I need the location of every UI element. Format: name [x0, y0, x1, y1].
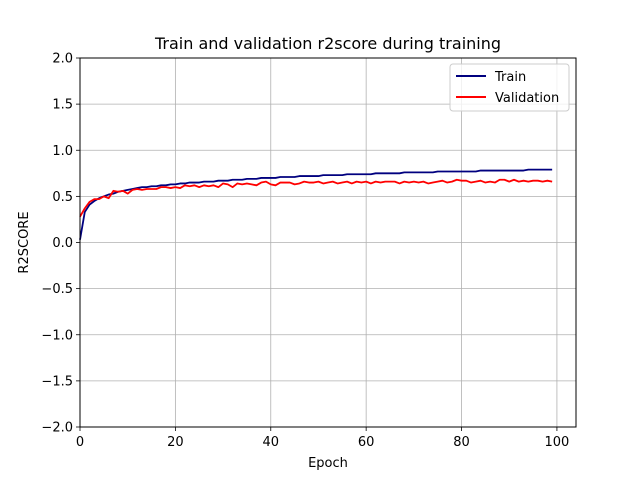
- y-tick-label: −1.5: [41, 374, 73, 389]
- x-axis-label: Epoch: [308, 456, 348, 471]
- x-tick-label: 0: [76, 435, 84, 450]
- y-tick-label: 0.5: [52, 190, 73, 205]
- x-tick-label: 100: [545, 435, 570, 450]
- y-tick-label: −2.0: [41, 421, 73, 436]
- chart-title: Train and validation r2score during trai…: [154, 34, 501, 53]
- y-axis-label: R2SCORE: [17, 211, 32, 273]
- x-tick-label: 80: [453, 435, 470, 450]
- series-layer: [79, 168, 553, 240]
- y-tick-label: −1.0: [41, 328, 73, 343]
- legend-label-validation: Validation: [495, 91, 559, 106]
- y-tick-label: 1.5: [52, 98, 73, 113]
- y-tick-label: −0.5: [41, 282, 73, 297]
- legend-label-train: Train: [494, 70, 526, 85]
- legend: Train Validation: [449, 63, 570, 112]
- y-tick-label: 1.0: [52, 144, 73, 159]
- y-tick-label: 0.0: [52, 236, 73, 251]
- x-tick-label: 60: [358, 435, 375, 450]
- axis-ticks: 0 20 40 60 80 100 −2.0 −1.5 −1.0 −0.5 0.0 0.5 1.0 1.5…: [41, 52, 569, 451]
- series-line-train: [79, 168, 553, 240]
- x-tick-label: 40: [262, 435, 279, 450]
- x-tick-label: 20: [167, 435, 184, 450]
- series-line-validation: [79, 178, 553, 218]
- y-tick-label: 2.0: [52, 52, 73, 67]
